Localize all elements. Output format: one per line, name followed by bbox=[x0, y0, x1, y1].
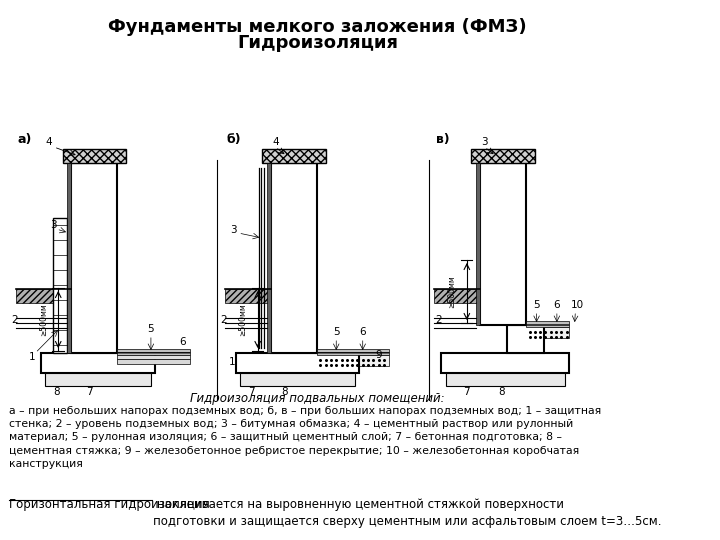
Text: 9: 9 bbox=[375, 350, 382, 360]
Bar bbox=[262, 149, 325, 163]
Text: 1: 1 bbox=[229, 357, 235, 367]
Bar bbox=[117, 359, 190, 364]
Text: 4: 4 bbox=[272, 137, 279, 147]
Text: 5: 5 bbox=[333, 327, 340, 337]
Text: 3: 3 bbox=[50, 220, 57, 230]
Bar bbox=[507, 325, 544, 353]
Bar bbox=[266, 163, 271, 353]
Bar bbox=[16, 289, 71, 303]
Bar bbox=[240, 373, 355, 386]
Text: 4: 4 bbox=[45, 137, 52, 147]
Text: Горизонтальная гидроизоляция: Горизонтальная гидроизоляция bbox=[9, 498, 210, 511]
Bar bbox=[526, 327, 570, 338]
Bar bbox=[526, 321, 570, 327]
Bar bbox=[117, 349, 190, 355]
Text: 2: 2 bbox=[220, 315, 227, 325]
Text: наклеивается на выровненную цементной стяжкой поверхности
подготовки и защищаетс: наклеивается на выровненную цементной ст… bbox=[153, 498, 661, 528]
Bar bbox=[63, 149, 126, 163]
Bar bbox=[117, 355, 190, 359]
Text: а – при небольших напорах подземных вод; б, в – при больших напорах подземных во: а – при небольших напорах подземных вод;… bbox=[9, 406, 601, 469]
Text: 2: 2 bbox=[11, 315, 17, 325]
Bar bbox=[271, 163, 317, 353]
Bar bbox=[317, 355, 390, 366]
Text: 8: 8 bbox=[281, 387, 287, 397]
Text: 5: 5 bbox=[534, 300, 540, 310]
Text: 6: 6 bbox=[359, 327, 366, 337]
Bar bbox=[71, 163, 117, 353]
Text: Гидроизоляция подвальных помещений:: Гидроизоляция подвальных помещений: bbox=[190, 392, 445, 405]
Text: 6: 6 bbox=[554, 300, 560, 310]
Bar bbox=[317, 349, 390, 355]
Text: 2: 2 bbox=[436, 315, 442, 325]
Bar bbox=[53, 218, 67, 353]
Text: а): а) bbox=[18, 133, 32, 146]
Text: ≥500мм: ≥500мм bbox=[447, 275, 456, 308]
Bar bbox=[441, 353, 570, 373]
Bar bbox=[446, 373, 564, 386]
Text: 5: 5 bbox=[148, 324, 154, 334]
Bar bbox=[40, 353, 156, 373]
Bar bbox=[225, 289, 271, 303]
Text: Фундаменты мелкого заложения (ФМЗ): Фундаменты мелкого заложения (ФМЗ) bbox=[109, 18, 527, 36]
Text: ≥500мм: ≥500мм bbox=[238, 303, 247, 336]
Text: 7: 7 bbox=[86, 387, 92, 397]
Text: ≥500мм: ≥500мм bbox=[39, 303, 48, 336]
Text: 8: 8 bbox=[53, 387, 60, 397]
Text: Гидроизоляция: Гидроизоляция bbox=[237, 34, 398, 52]
Text: 8: 8 bbox=[498, 387, 505, 397]
Text: 3: 3 bbox=[230, 225, 237, 235]
Bar bbox=[67, 163, 71, 353]
Bar bbox=[235, 353, 359, 373]
Bar bbox=[45, 373, 151, 386]
Text: 10: 10 bbox=[571, 300, 584, 310]
Text: 7: 7 bbox=[248, 387, 255, 397]
Bar bbox=[476, 163, 480, 325]
Text: 3: 3 bbox=[481, 137, 488, 147]
Text: 7: 7 bbox=[463, 387, 469, 397]
Text: б): б) bbox=[227, 133, 241, 146]
Text: в): в) bbox=[436, 133, 449, 146]
Bar bbox=[434, 289, 480, 303]
Bar bbox=[472, 149, 535, 163]
Text: 6: 6 bbox=[179, 337, 186, 347]
Text: 1: 1 bbox=[29, 352, 35, 362]
Bar bbox=[480, 163, 526, 325]
